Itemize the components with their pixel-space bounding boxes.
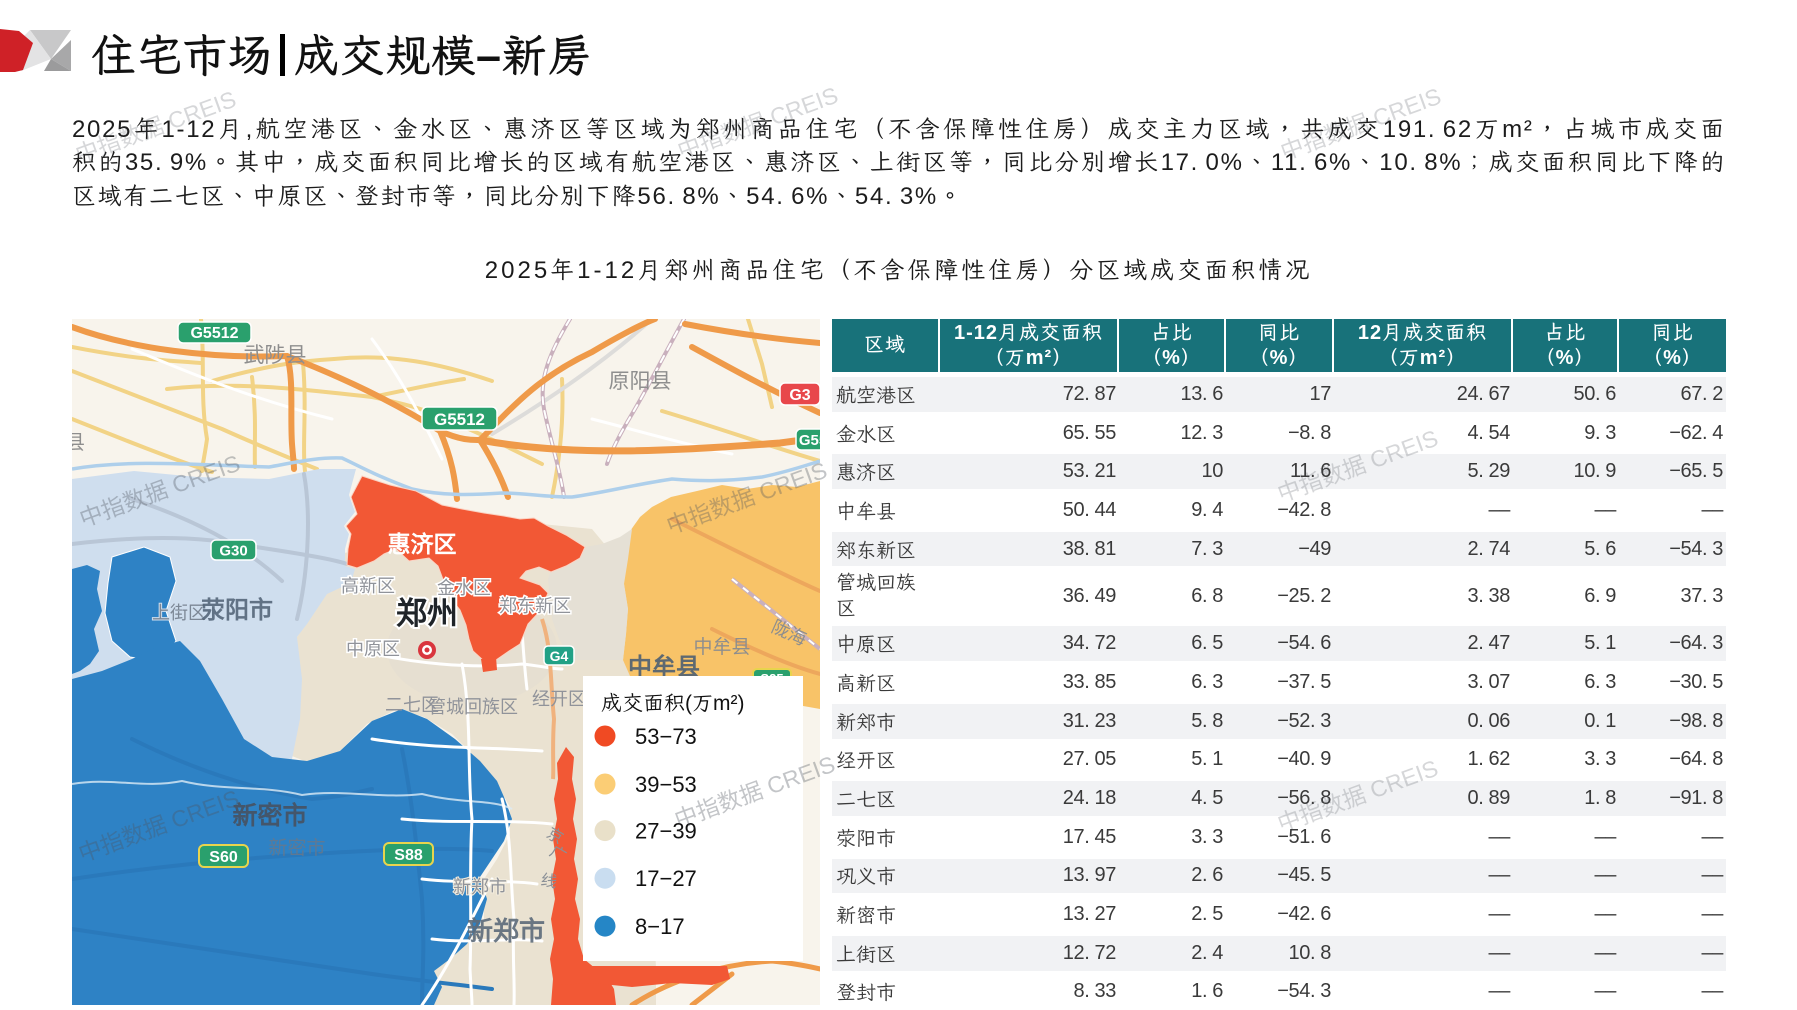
svg-text:荥阳市: 荥阳市 (201, 596, 273, 624)
svg-text:线: 线 (539, 871, 558, 892)
svg-text:G30: G30 (219, 543, 247, 560)
svg-text:京: 京 (544, 824, 567, 848)
svg-text:新密市: 新密市 (268, 837, 325, 859)
svg-text:G5512: G5512 (190, 325, 238, 342)
svg-text:新密市: 新密市 (232, 801, 307, 830)
svg-text:原阳县: 原阳县 (609, 370, 672, 393)
svg-text:成交面积(万m²): 成交面积(万m²) (601, 692, 744, 715)
svg-text:G4: G4 (550, 648, 569, 664)
svg-text:G55: G55 (799, 432, 820, 449)
svg-text:新郑市: 新郑市 (453, 877, 507, 897)
svg-text:中原区: 中原区 (346, 639, 400, 659)
svg-text:新郑市: 新郑市 (467, 916, 545, 946)
svg-text:县: 县 (72, 432, 85, 454)
svg-text:经开区: 经开区 (532, 689, 586, 709)
svg-text:高新区: 高新区 (341, 576, 395, 596)
svg-text:S60: S60 (209, 849, 238, 866)
svg-text:27−39: 27−39 (635, 819, 697, 844)
svg-text:武陟县: 武陟县 (244, 344, 307, 367)
svg-text:中牟县: 中牟县 (693, 636, 750, 658)
svg-text:二七区: 二七区 (385, 695, 439, 715)
svg-text:G5512: G5512 (434, 410, 485, 429)
svg-text:53−73: 53−73 (635, 724, 697, 749)
svg-text:郑东新区: 郑东新区 (499, 596, 571, 616)
svg-text:管城回族区: 管城回族区 (428, 697, 518, 717)
svg-text:17−27: 17−27 (635, 866, 697, 891)
svg-text:G3: G3 (789, 387, 810, 404)
svg-text:郑州: 郑州 (396, 596, 458, 631)
svg-text:S88: S88 (394, 847, 423, 864)
svg-text:惠济区: 惠济区 (388, 531, 457, 557)
svg-text:金水区: 金水区 (437, 578, 491, 598)
svg-text:上街区: 上街区 (152, 603, 206, 623)
svg-text:8−17: 8−17 (635, 914, 685, 939)
svg-text:广: 广 (547, 842, 570, 866)
svg-text:39−53: 39−53 (635, 772, 697, 797)
